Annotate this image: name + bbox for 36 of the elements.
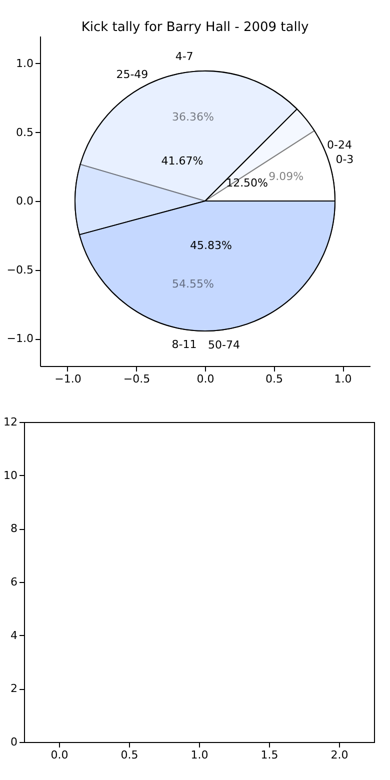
data-label: 36.36% bbox=[172, 110, 214, 124]
x-tick-label: 1.5 bbox=[260, 748, 278, 762]
y-tick-label: 1.0 bbox=[16, 57, 34, 70]
x-tick-label: 2.0 bbox=[330, 748, 348, 762]
x-tick-label: 0.0 bbox=[196, 372, 214, 386]
x-tick-label: −1.0 bbox=[54, 372, 82, 386]
y-tick-label: −1.0 bbox=[6, 332, 34, 345]
x-tick-label: 1.0 bbox=[334, 372, 352, 386]
pie-slice bbox=[78, 200, 336, 332]
data-label: 41.67% bbox=[161, 154, 204, 168]
slice-label: 4-7 bbox=[175, 50, 194, 63]
x-tick-label: 0.5 bbox=[120, 748, 138, 762]
y-tick-label: 0.5 bbox=[16, 126, 34, 139]
y-tick-label: 4 bbox=[10, 628, 18, 642]
y-tick-label: 6 bbox=[10, 576, 18, 588]
slice-label: 0-24 bbox=[327, 138, 352, 152]
slice-label: 0-3 bbox=[336, 152, 354, 166]
y-tick-label: −0.5 bbox=[6, 263, 34, 276]
y-tick-label: 12 bbox=[4, 416, 18, 428]
slice-label: 8-11 bbox=[172, 338, 197, 352]
slice-label: 50-74 bbox=[208, 338, 240, 352]
data-label: 54.55% bbox=[172, 278, 214, 291]
y-tick-label: 0.0 bbox=[16, 194, 34, 208]
y-tick-label: 10 bbox=[4, 468, 18, 482]
x-tick-label: 1.0 bbox=[190, 748, 208, 762]
x-tick-label: −0.5 bbox=[123, 372, 150, 386]
y-tick-label: 0 bbox=[10, 736, 18, 748]
x-tick-label: 0.5 bbox=[266, 372, 283, 386]
data-label: 45.83% bbox=[190, 239, 232, 252]
data-label: 9.09% bbox=[268, 170, 304, 184]
y-tick-label: 2 bbox=[10, 682, 18, 696]
chart-title: Kick tally for Barry Hall - 2009 tally bbox=[80, 20, 310, 35]
slice-label: 25-49 bbox=[116, 68, 148, 81]
x-tick-label: 0.0 bbox=[50, 748, 68, 762]
data-label: 12.50% bbox=[226, 176, 268, 190]
y-tick-label: 8 bbox=[10, 522, 18, 536]
